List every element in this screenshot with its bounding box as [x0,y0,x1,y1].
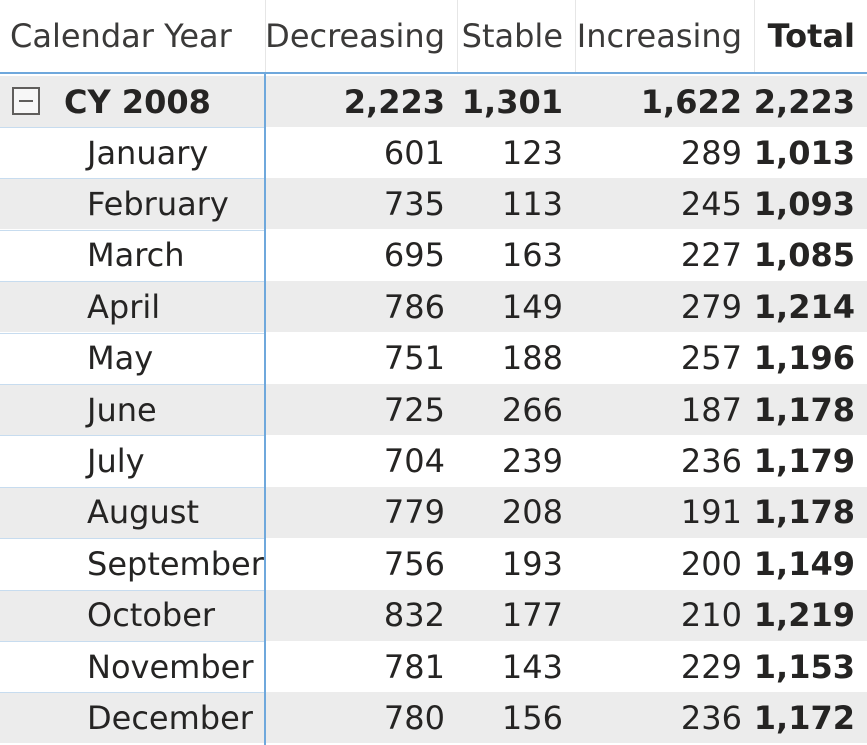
decreasing-value: 780 [383,698,445,737]
stable-value: 188 [501,339,563,378]
stable-value: 177 [501,596,563,635]
row-separator [0,332,265,334]
table-row: January 601 123 289 1,013 [0,127,867,178]
column-header-increasing[interactable]: Increasing [575,0,754,72]
stable-value: 266 [501,390,563,429]
decreasing-value: 756 [383,544,445,583]
increasing-value: 289 [680,133,742,172]
column-header-decreasing[interactable]: Decreasing [265,0,457,72]
row-separator [0,384,265,385]
table-row: November 781 143 229 1,153 [0,641,867,692]
month-label: November [87,647,254,686]
stable-value: 163 [501,236,563,275]
total-value: 1,153 [753,647,855,686]
month-label: August [87,493,199,532]
table-row: December 780 156 236 1,172 [0,692,867,744]
column-header-stable[interactable]: Stable [457,0,575,72]
stable-value: 149 [501,287,563,326]
row-separator [0,435,265,437]
column-header-total[interactable]: Total [754,0,867,72]
stable-value: 239 [501,441,563,480]
collapse-minus-icon[interactable] [12,87,40,115]
row-header-divider [264,74,266,745]
increasing-value: 227 [680,236,742,275]
row-separator [0,178,265,180]
group-row-cy-2008: CY 2008 2,223 1,301 1,622 2,223 [0,76,867,127]
row-separator [0,538,265,540]
column-header-calendar-year[interactable]: Calendar Year [10,17,232,55]
total-value: 1,093 [753,184,855,223]
row-separator [0,641,265,642]
table-row: August 779 208 191 1,178 [0,486,867,538]
total-value: 1,085 [753,236,855,275]
total-value: 1,172 [753,698,855,737]
group-stable-value: 1,301 [461,82,563,121]
total-value: 1,013 [753,133,855,172]
increasing-value: 210 [680,596,742,635]
month-label: July [87,441,145,480]
increasing-value: 191 [680,493,742,532]
total-value: 1,196 [753,339,855,378]
decreasing-value: 786 [383,287,445,326]
group-increasing-value: 1,622 [640,82,742,121]
decreasing-value: 779 [383,493,445,532]
table-row: April 786 149 279 1,214 [0,281,867,333]
month-label: October [87,596,216,635]
group-total-value: 2,223 [753,82,855,121]
row-separator [0,127,265,128]
row-separator [0,589,265,591]
row-separator [0,692,265,694]
group-decreasing-value: 2,223 [343,82,445,121]
increasing-value: 279 [680,287,742,326]
stable-value: 143 [501,647,563,686]
decreasing-value: 704 [383,441,445,480]
decreasing-value: 695 [383,236,445,275]
total-value: 1,178 [753,493,855,532]
total-value: 1,149 [753,544,855,583]
table-row: June 725 266 187 1,178 [0,384,867,435]
stable-value: 113 [501,184,563,223]
decreasing-value: 832 [383,596,445,635]
decreasing-value: 751 [383,339,445,378]
decreasing-value: 735 [383,184,445,223]
row-separator [0,281,265,283]
row-separator [0,229,265,231]
stable-value: 156 [501,698,563,737]
month-label: February [87,184,229,223]
increasing-value: 245 [680,184,742,223]
month-label: June [87,390,157,429]
increasing-value: 236 [680,441,742,480]
table-row: October 832 177 210 1,219 [0,589,867,641]
stable-value: 123 [501,133,563,172]
table-row: May 751 188 257 1,196 [0,332,867,384]
group-label: CY 2008 [64,82,211,121]
decreasing-value: 725 [383,390,445,429]
month-label: December [87,698,253,737]
month-label: May [87,339,154,378]
total-value: 1,179 [753,441,855,480]
stable-value: 193 [501,544,563,583]
table-header: Calendar Year Decreasing Stable Increasi… [0,0,867,74]
month-label: September [87,544,264,583]
table-row: September 756 193 200 1,149 [0,538,867,590]
month-label: March [87,236,185,275]
decreasing-value: 601 [383,133,445,172]
table-row: March 695 163 227 1,085 [0,229,867,281]
month-label: January [87,133,209,172]
increasing-value: 236 [680,698,742,737]
table-row: February 735 113 245 1,093 [0,178,867,230]
stable-value: 208 [501,493,563,532]
increasing-value: 257 [680,339,742,378]
increasing-value: 229 [680,647,742,686]
decreasing-value: 781 [383,647,445,686]
table-row: July 704 239 236 1,179 [0,435,867,487]
total-value: 1,178 [753,390,855,429]
increasing-value: 200 [680,544,742,583]
month-label: April [87,287,161,326]
row-separator [0,486,265,488]
increasing-value: 187 [680,390,742,429]
total-value: 1,219 [753,596,855,635]
total-value: 1,214 [753,287,855,326]
